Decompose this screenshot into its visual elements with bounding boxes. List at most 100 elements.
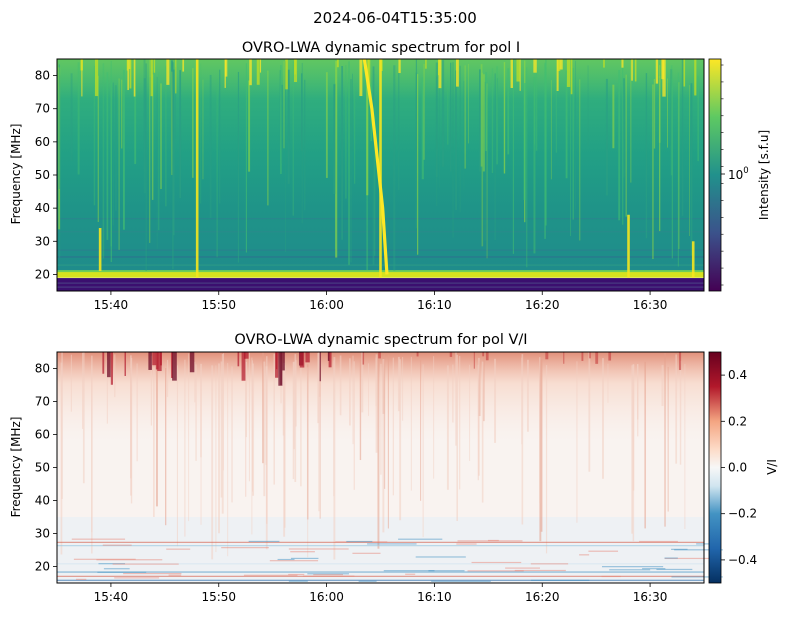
spectral-streak — [450, 62, 452, 172]
y-tick-label: 20 — [35, 560, 50, 574]
bright-speckle — [559, 59, 563, 70]
spectral-streak — [160, 83, 162, 190]
rfi-dash — [601, 566, 664, 568]
polarization-streak — [664, 353, 666, 527]
x-tick-label: 15:40 — [94, 590, 129, 604]
colorbar-tick-label: 0.4 — [728, 368, 747, 382]
polarization-streak — [631, 365, 634, 534]
polarization-streak — [540, 359, 543, 532]
polarization-streak — [483, 353, 485, 422]
strong-polarization — [328, 352, 332, 368]
spectral-streak — [550, 80, 552, 180]
rfi-dash — [168, 574, 182, 576]
strong-polarization — [241, 352, 246, 381]
rfi-dash — [664, 557, 678, 559]
spectral-streak — [158, 71, 160, 231]
spectral-streak — [149, 59, 151, 243]
spectral-streak — [102, 63, 105, 259]
polarization-streak — [82, 352, 85, 484]
spectral-streak — [280, 65, 282, 175]
strong-polarization — [378, 352, 381, 359]
polarization-streak — [130, 355, 132, 496]
rfi-dash — [288, 548, 349, 550]
spectral-streak — [618, 69, 621, 221]
spectral-streak — [350, 79, 352, 263]
burst-1548 — [195, 59, 199, 278]
strong-polarization — [155, 352, 159, 370]
spectral-streak — [622, 78, 625, 178]
rfi-dash — [457, 540, 523, 542]
spectral-streak — [267, 70, 269, 206]
spectral-streak — [237, 71, 240, 263]
spectral-streak — [219, 69, 221, 204]
polarization-streak — [200, 363, 202, 458]
spectral-streak — [145, 63, 148, 271]
spectral-streak — [372, 66, 375, 265]
spectral-streak — [535, 67, 538, 151]
polarization-streak — [150, 355, 153, 426]
bright-speckle — [634, 59, 637, 82]
spectral-streak — [452, 62, 454, 238]
spectral-streak — [570, 82, 571, 237]
polarization-streak — [632, 364, 635, 542]
rfi-dash — [579, 554, 590, 556]
spectral-streak — [667, 78, 668, 148]
spectral-streak — [494, 73, 496, 241]
y-tick-label: 30 — [35, 234, 50, 248]
polarization-streak — [380, 363, 382, 475]
colorbar-tick-label: −0.4 — [728, 553, 757, 567]
strong-polarization — [107, 352, 111, 378]
polarization-streak — [333, 357, 336, 560]
polarization-streak — [300, 356, 302, 487]
axes-pol-v-i: 15:40 15:50 16:00 16:10 16:20 16:30 20 30 40 50 60… — [35, 362, 668, 605]
spectral-streak — [565, 70, 568, 179]
polarization-streak — [455, 352, 457, 446]
strong-polarization — [237, 352, 240, 367]
spectral-streak — [165, 66, 167, 207]
spectral-streak — [485, 72, 488, 151]
polarization-streak — [382, 358, 385, 533]
polarization-streak — [251, 357, 253, 535]
spectral-streak — [292, 61, 294, 216]
x-tick-label: 16:30 — [633, 298, 668, 312]
rfi-dash — [656, 568, 693, 571]
rfi-dash — [290, 557, 319, 560]
bright-speckle — [438, 59, 442, 89]
polarization-streak — [211, 365, 214, 560]
polarization-streak — [283, 365, 286, 528]
bright-speckle — [150, 59, 153, 97]
strong-polarization — [362, 352, 365, 365]
spectral-streak — [533, 77, 536, 254]
polarization-streak — [215, 365, 217, 553]
polarization-streak — [184, 359, 186, 537]
polarization-streak — [114, 354, 116, 398]
rfi-dash — [313, 573, 344, 576]
rfi-dash — [221, 547, 269, 549]
strong-polarization — [327, 352, 330, 361]
bright-speckle — [256, 59, 260, 85]
spectral-streak — [689, 85, 690, 237]
spectral-streak — [156, 76, 158, 249]
polarization-streak — [106, 360, 108, 424]
y-tick-label: 30 — [35, 527, 50, 541]
rfi-dash — [302, 575, 355, 577]
x-tick-label: 16:20 — [525, 298, 560, 312]
polarization-streak — [644, 361, 646, 529]
spectral-streak — [118, 78, 120, 250]
x-tick-label: 16:10 — [417, 590, 452, 604]
y-tick-label: 40 — [35, 201, 50, 215]
spectral-streak — [335, 60, 338, 258]
rfi-dash — [307, 573, 349, 575]
spectral-streak — [653, 78, 656, 149]
bright-speckle — [94, 59, 99, 97]
bright-speckle — [259, 59, 262, 73]
spectral-streak — [438, 68, 440, 188]
rfi-dash — [269, 560, 319, 562]
polarization-streak — [392, 357, 394, 496]
spectral-streak — [503, 62, 506, 174]
rfi-dash — [398, 538, 443, 540]
rfi-dash — [642, 568, 666, 570]
spectral-streak — [110, 80, 112, 263]
bright-speckle — [367, 59, 371, 91]
bright-speckle — [336, 59, 339, 68]
